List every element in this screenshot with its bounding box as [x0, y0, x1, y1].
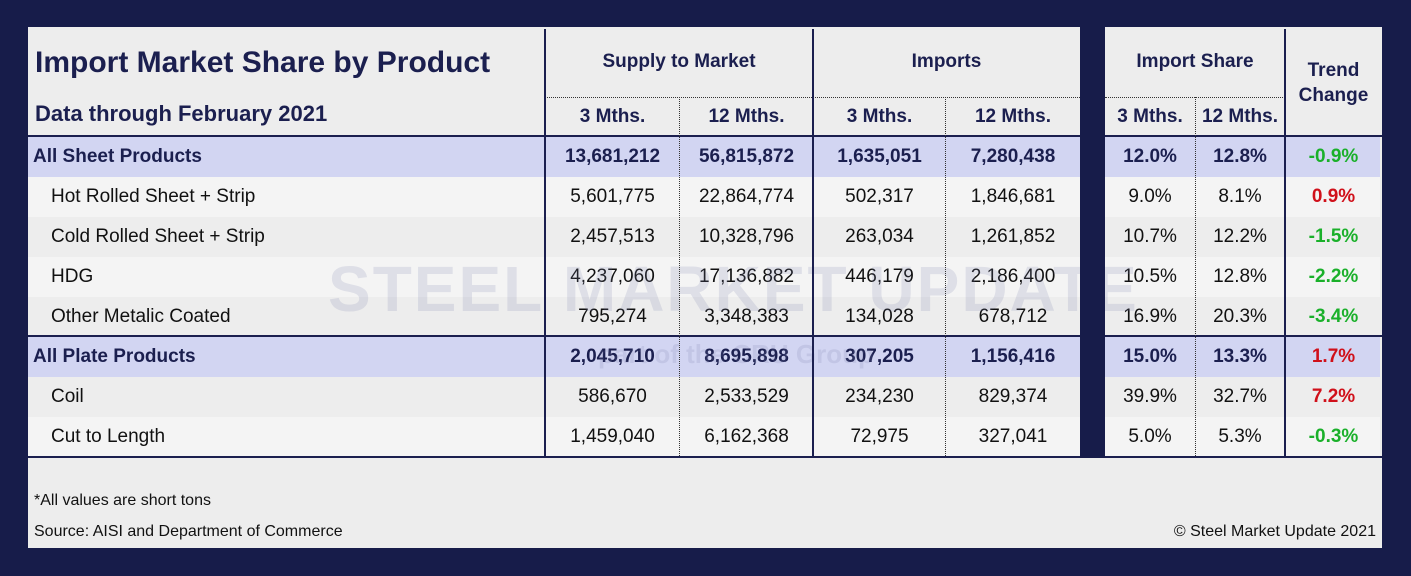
footnote: *All values are short tons [34, 492, 211, 509]
import-share-table: All Sheet Products 13,681,212 56,815,872 1,… [28, 27, 1382, 548]
cell-sh3: 9.0% [1128, 186, 1172, 207]
table-row [28, 137, 1380, 177]
cell-trend: -2.2% [1308, 266, 1359, 287]
supply-header: Supply to Market [602, 51, 756, 72]
cell-trend: -0.3% [1308, 426, 1359, 447]
subtitle: Data through February 2021 [35, 101, 328, 126]
cell-i3: 502,317 [845, 186, 914, 207]
cell-sh12: 5.3% [1218, 426, 1262, 447]
cell-i12: 1,846,681 [970, 186, 1056, 207]
cell-i12: 7,280,438 [970, 146, 1056, 167]
cell-trend: -1.5% [1308, 226, 1359, 247]
share-3m-header: 3 Mths. [1117, 106, 1183, 127]
cell-s12: 17,136,882 [698, 266, 795, 287]
cell-i12: 1,261,852 [970, 226, 1056, 247]
row-label: All Plate Products [33, 346, 196, 367]
cell-sh12: 8.1% [1218, 186, 1262, 207]
table-row [28, 417, 1380, 457]
imports-header: Imports [911, 51, 982, 72]
cell-s3: 4,237,060 [570, 266, 655, 287]
cell-sh12: 32.7% [1213, 386, 1267, 407]
row-label: All Sheet Products [33, 146, 202, 167]
table-row [28, 177, 1380, 217]
cell-sh12: 12.8% [1213, 266, 1267, 287]
trend-header: Trend Change [1298, 60, 1369, 106]
cell-sh3: 39.9% [1123, 386, 1177, 407]
copyright: © Steel Market Update 2021 [1173, 523, 1376, 540]
cell-i12: 2,186,400 [970, 266, 1056, 287]
cell-i3: 446,179 [845, 266, 914, 287]
row-label: Other Metalic Coated [51, 306, 231, 327]
row-label: Hot Rolled Sheet + Strip [51, 186, 256, 207]
cell-sh12: 20.3% [1213, 306, 1267, 327]
cell-s12: 22,864,774 [698, 186, 795, 207]
cell-i3: 263,034 [845, 226, 914, 247]
table-row [28, 337, 1380, 377]
row-label: HDG [51, 266, 94, 287]
cell-i12: 678,712 [978, 306, 1048, 327]
page-title: Import Market Share by Product [35, 46, 491, 79]
cell-trend: 7.2% [1311, 386, 1356, 407]
supply-3m-header: 3 Mths. [579, 106, 646, 127]
cell-i12: 829,374 [978, 386, 1048, 407]
cell-s3: 2,457,513 [570, 226, 655, 247]
table-row [28, 257, 1380, 297]
cell-s3: 1,459,040 [570, 426, 655, 447]
share-12m-header: 12 Mths. [1201, 106, 1279, 127]
cell-s3: 795,274 [578, 306, 647, 327]
cell-s3: 5,601,775 [570, 186, 655, 207]
cell-i12: 1,156,416 [970, 346, 1056, 367]
row-label: Cut to Length [51, 426, 166, 447]
share-header: Import Share [1136, 51, 1254, 72]
cell-trend: 0.9% [1311, 186, 1356, 207]
cell-s3: 13,681,212 [564, 146, 661, 167]
cell-trend: 1.7% [1311, 346, 1356, 367]
cell-i3: 234,230 [845, 386, 914, 407]
cell-sh3: 15.0% [1123, 346, 1177, 367]
cell-s12: 3,348,383 [704, 306, 789, 327]
cell-s12: 6,162,368 [704, 426, 789, 447]
cell-s12: 10,328,796 [698, 226, 795, 247]
cell-s3: 2,045,710 [570, 346, 655, 367]
cell-sh3: 10.5% [1123, 266, 1177, 287]
cell-i3: 307,205 [845, 346, 914, 367]
cell-trend: -0.9% [1308, 146, 1359, 167]
cell-sh12: 13.3% [1213, 346, 1267, 367]
cell-sh3: 16.9% [1123, 306, 1177, 327]
cell-sh3: 5.0% [1128, 426, 1172, 447]
cell-sh3: 10.7% [1123, 226, 1177, 247]
column-separator [1080, 27, 1105, 458]
cell-s12: 8,695,898 [704, 346, 789, 367]
supply-12m-header: 12 Mths. [708, 106, 785, 127]
watermark-logo-sub: part of the CRU Group [598, 339, 874, 369]
row-label: Cold Rolled Sheet + Strip [51, 226, 265, 247]
cell-i3: 72,975 [850, 426, 909, 447]
imports-3m-header: 3 Mths. [846, 106, 913, 127]
cell-i3: 134,028 [845, 306, 914, 327]
row-label: Coil [51, 386, 84, 407]
cell-i3: 1,635,051 [837, 146, 922, 167]
cell-trend: -3.4% [1308, 306, 1359, 327]
cell-i12: 327,041 [978, 426, 1048, 447]
cell-sh12: 12.2% [1213, 226, 1267, 247]
cell-sh12: 12.8% [1213, 146, 1267, 167]
source: Source: AISI and Department of Commerce [34, 523, 343, 540]
cell-sh3: 12.0% [1123, 146, 1177, 167]
cell-s3: 586,670 [578, 386, 647, 407]
cell-s12: 56,815,872 [698, 146, 795, 167]
watermark-logo: STEEL MARKET UPDATE [328, 253, 1139, 325]
cell-s12: 2,533,529 [704, 386, 789, 407]
imports-12m-header: 12 Mths. [974, 106, 1052, 127]
